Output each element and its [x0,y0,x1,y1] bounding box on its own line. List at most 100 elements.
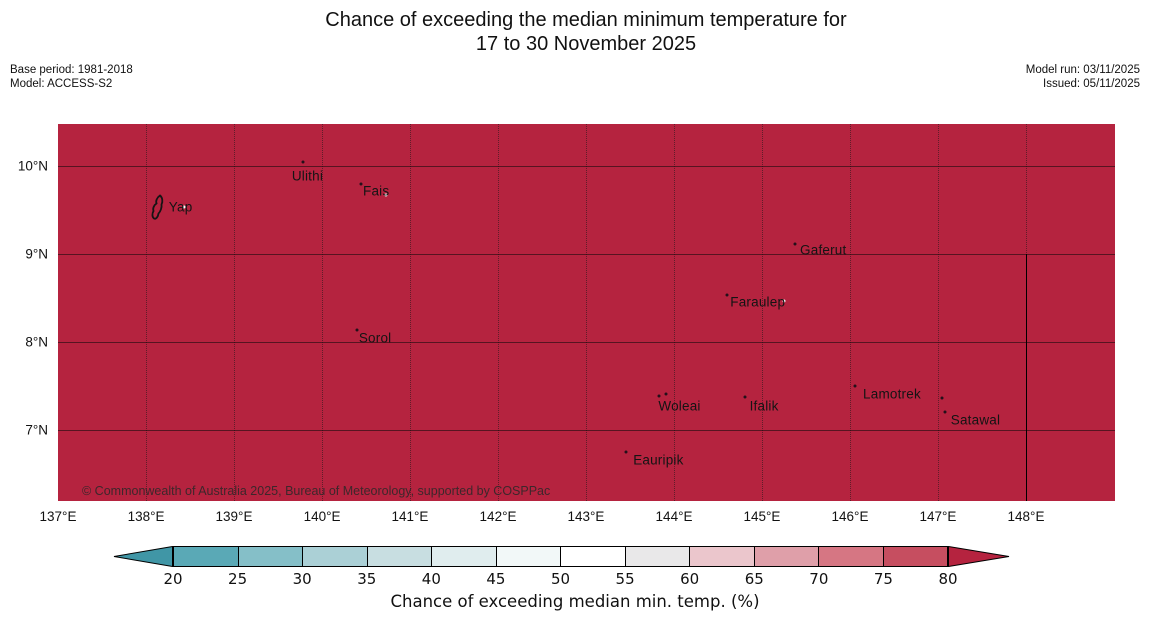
colorbar-tick-80: 80 [938,570,958,588]
island-marker-fais [359,182,363,186]
latitude-axis: 10°N 9°N 8°N 7°N [0,124,48,501]
island-marker-woleai [657,394,661,398]
colorbar-tick-35: 35 [357,570,377,588]
model-text: Model: ACCESS-S2 [10,77,113,90]
colorbar-segment-30-35 [302,547,367,566]
island-marker-ulithi [301,160,305,164]
colorbar-tick-30: 30 [292,570,312,588]
island-label-woleai: Woleai [658,398,701,414]
lon-tick-138-e: 138°E [127,509,165,524]
colorbar-tick-50: 50 [550,570,571,588]
meridian-gridline-142-e [498,124,500,501]
colorbar-segment-55-60 [624,547,689,566]
island-marker-eauripik [624,450,628,454]
copyright-text: © Commonwealth of Australia 2025, Bureau… [82,484,551,498]
lat-tick-10-n: 10°N [17,158,48,174]
colorbar-segment-65-70 [753,547,818,566]
colorbar-tick-40: 40 [421,570,441,588]
colorbar-segment-20-25 [174,547,238,566]
lon-tick-140-e: 140°E [303,509,341,524]
island-label-ulithi: Ulithi [291,168,324,184]
meridian-gridline-143-e [585,124,587,501]
colorbar-label: Chance of exceeding median min. temp. (%… [390,592,760,611]
yap-island-outline [151,194,164,220]
model-run-text: Model run: 03/11/2025 [1025,64,1140,76]
issued-text: Issued: 05/11/2025 [1043,77,1140,90]
island-label-lamotrek: Lamotrek [863,386,921,402]
lon-tick-142-e: 142°E [479,509,517,524]
meridian-gridline-146-e [850,124,851,501]
colorbar-tick-75: 75 [873,570,893,588]
meridian-gridline-140-e [322,124,324,501]
lat-tick-7-n: 7°N [25,422,48,438]
meta-run-info: Model run: 03/11/2025 Issued: 05/11/2025 [1026,64,1140,91]
island-marker-yap [182,205,186,209]
colorbar-tick-45: 45 [486,570,506,588]
colorbar-over-arrow [948,546,1010,567]
colorbar-tick-65: 65 [744,570,764,588]
colorbar-segment-75-80 [882,547,947,566]
island-marker-lamotrek [853,384,857,388]
meta-model-info: Base period: 1981-2018 Model: ACCESS-S2 [10,64,133,91]
base-period-text: Base period: 1981-2018 [10,64,133,76]
island-marker-ifalik [743,395,747,399]
lon-tick-144-e: 144°E [655,509,693,524]
island-label-gaferut: Gaferut [800,242,847,258]
colorbar-tick-70: 70 [809,570,829,588]
colorbar-segment-25-30 [237,547,302,566]
map-canvas: Yap Ulithi Fais Sorol Gaferut Faraulep Woleai I… [58,124,1115,501]
page-title: Chance of exceeding the median minimum t… [325,8,846,56]
parallel-gridline-7-n [58,430,1115,432]
island-marker-satawal [943,410,947,414]
colorbar-tick-60: 60 [680,570,700,588]
island-marker-unlabeled [940,396,944,400]
colorbar-segment-45-50 [495,547,560,566]
island-marker-gaferut [793,242,797,245]
meridian-gridline-139-e [233,124,235,501]
colorbar-tick-labels: 20 25 30 35 40 45 50 55 60 65 70 75 80 [113,570,1010,590]
colorbar-segment-50-55 [560,547,625,566]
lon-tick-146-e: 146°E [831,509,869,524]
meridian-gridline-141-e [409,124,411,501]
lon-tick-143-e: 143°E [567,509,605,524]
lon-tick-141-e: 141°E [391,509,429,524]
colorbar-segment-70-75 [818,547,883,566]
colorbar-tick-20: 20 [163,570,183,588]
colorbar-segment-35-40 [366,547,431,566]
island-label-yap: Yap [168,199,193,215]
island-marker-faraulep [782,299,786,303]
parallel-gridline-9-n [58,254,1115,256]
meridian-gridline-144-e [674,124,676,501]
colorbar-strip [173,546,948,567]
page-title-line2: 17 to 30 November 2025 [475,33,697,55]
lon-tick-148-e: 148°E [1007,509,1045,524]
colorbar-segment-60-65 [689,547,754,566]
lon-tick-147-e: 147°E [919,509,957,524]
lat-tick-9-n: 9°N [25,246,48,262]
colorbar [113,546,1010,567]
longitude-axis: 137°E 138°E 139°E 140°E 141°E 142°E 143°E 144°E… [40,509,1115,529]
colorbar-segment-40-45 [431,547,496,566]
colorbar-tick-55: 55 [615,570,635,588]
parallel-gridline-10-n [58,165,1115,167]
island-marker-fais [384,193,388,197]
parallel-gridline-8-n [58,341,1115,343]
page-title-line1: Chance of exceeding the median minimum t… [325,9,847,31]
island-label-faraulep: Faraulep [730,294,786,310]
meridian-gridline-138-e [146,124,148,501]
island-marker-faraulep [725,293,729,297]
island-label-ifalik: Ifalik [749,398,779,414]
island-label-sorol: Sorol [358,330,392,346]
colorbar-under-arrow [113,546,173,567]
meridian-gridline-145-e [761,124,763,501]
island-marker-woleai [664,392,668,396]
meridian-gridline-147-e [937,124,939,501]
island-marker-sorol [355,328,359,332]
lon-tick-139-e: 139°E [215,509,253,524]
lon-tick-137-e: 137°E [39,509,77,524]
island-label-eauripik: Eauripik [633,452,684,468]
lat-tick-8-n: 8°N [25,334,48,350]
lon-tick-145-e: 145°E [743,509,781,524]
island-label-fais: Fais [363,183,390,199]
